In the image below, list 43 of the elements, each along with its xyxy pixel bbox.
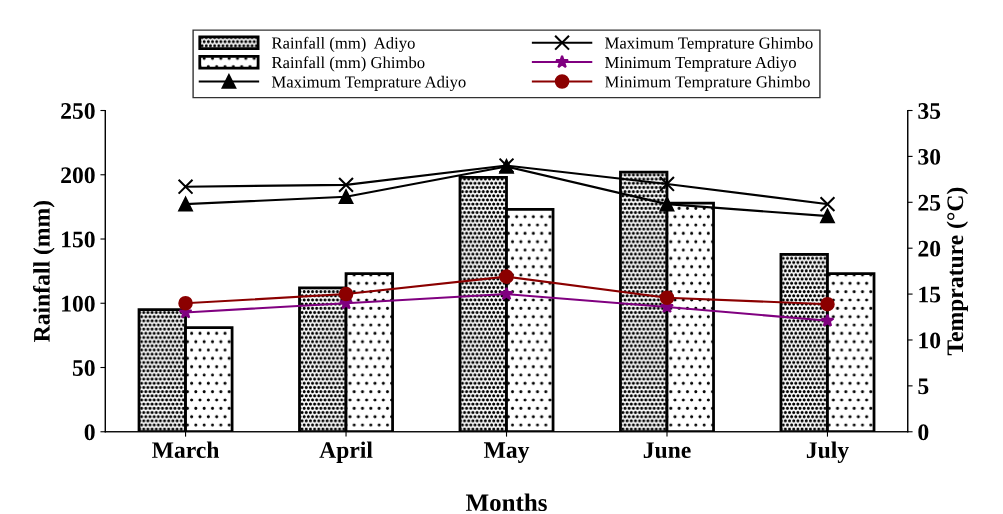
legend-label: Maximum Temprature Adiyo xyxy=(271,75,466,91)
point xyxy=(177,178,194,195)
y2-tick-label: 20 xyxy=(918,240,941,257)
y-tick-label: 50 xyxy=(72,360,95,376)
y2-tick-label: 10 xyxy=(919,332,941,349)
point xyxy=(338,189,354,205)
x-tick-label: June xyxy=(643,442,691,459)
x-tick-label: April xyxy=(319,441,373,463)
y2-tick-label: 5 xyxy=(918,378,929,395)
y2-tick-label: 30 xyxy=(918,148,941,165)
x-tick-label: July xyxy=(806,441,849,463)
point xyxy=(659,196,675,212)
legend-label: Minimum Temprature Ghimbo xyxy=(605,75,810,91)
y2-axis-title: Temprature (°C) xyxy=(946,187,969,356)
y2-tick-label: 25 xyxy=(918,194,941,211)
y2-tick-label: 35 xyxy=(918,103,941,119)
y-axis-title: Rainfall (mm) xyxy=(32,201,55,342)
point xyxy=(178,295,193,311)
legend-label: Maximum Temprature Ghimbo xyxy=(605,36,813,53)
point xyxy=(659,175,675,192)
x-tick-label: March xyxy=(152,441,220,459)
point xyxy=(820,313,835,327)
point xyxy=(659,290,675,306)
point xyxy=(338,286,354,302)
y-tick-label: 0 xyxy=(84,424,95,441)
point xyxy=(820,296,835,312)
point xyxy=(499,286,514,301)
point xyxy=(820,208,835,224)
x-tick-label: May xyxy=(483,442,530,463)
y-tick-label: 250 xyxy=(61,103,95,119)
x-axis-title: Months xyxy=(465,493,547,512)
y2-tick-label: 15 xyxy=(919,286,941,303)
point xyxy=(499,269,514,284)
point xyxy=(338,176,355,193)
legend-label: Minimum Temprature Adiyo xyxy=(605,56,796,72)
point xyxy=(819,196,836,213)
legend-label: Rainfall (mm) Ghimbo xyxy=(271,56,425,72)
y-tick-label: 100 xyxy=(62,295,95,312)
y-tick-label: 200 xyxy=(61,167,95,184)
point xyxy=(178,196,193,212)
y-tick-label: 150 xyxy=(62,231,95,248)
legend-label: Rainfall (mm) Adiyo xyxy=(271,36,415,53)
y2-tick-label: 0 xyxy=(918,424,929,441)
